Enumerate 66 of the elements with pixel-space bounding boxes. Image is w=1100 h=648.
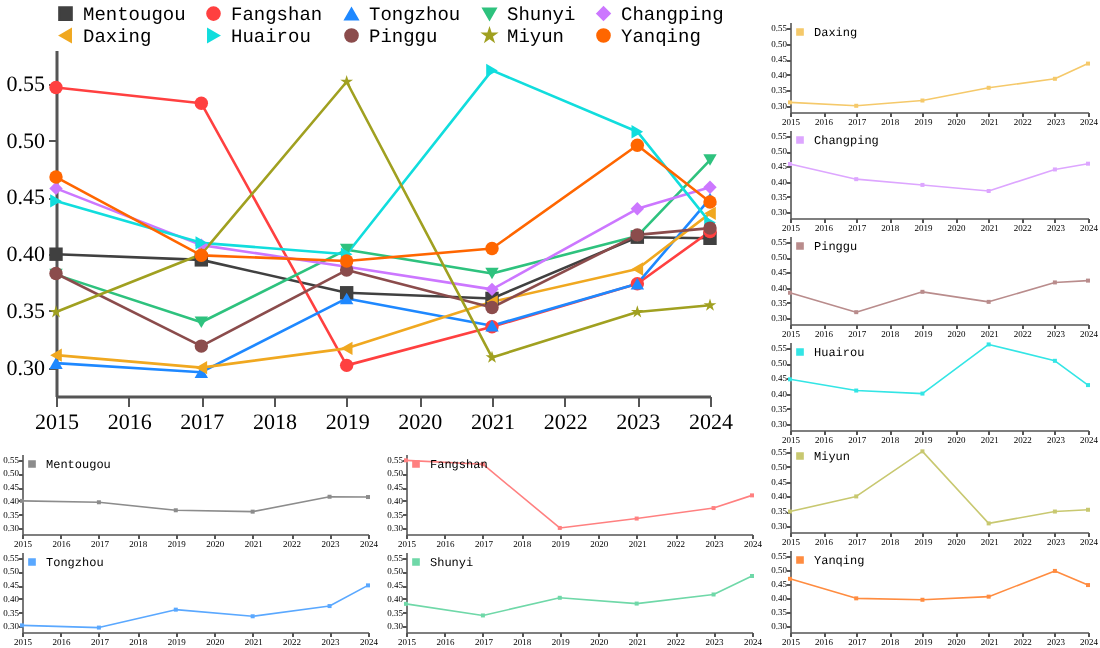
legend-label: Shunyi [507, 4, 577, 27]
point [49, 170, 63, 184]
legend-label: Changping [621, 3, 724, 26]
point [49, 305, 63, 318]
point [485, 300, 499, 315]
point [194, 96, 209, 111]
point [49, 247, 63, 261]
legend-label: Daxing [83, 25, 152, 48]
x-tick-label: 2023 [616, 411, 662, 435]
point [340, 341, 353, 356]
legend-label: Fangshan [231, 3, 323, 26]
y-tick-label: 0.35 [6, 299, 46, 324]
line-series [788, 278, 1090, 315]
point [195, 360, 208, 375]
y-tick-label: 0.40 [6, 243, 46, 268]
x-tick-label: 2021 [471, 411, 515, 435]
y-tick-label: 0.30 [6, 356, 46, 381]
point [49, 357, 63, 369]
point [339, 292, 354, 305]
point [50, 348, 62, 362]
x-tick-label: 2022 [543, 411, 588, 435]
point [704, 206, 716, 221]
x-tick-label: 2017 [180, 411, 226, 435]
point [339, 358, 354, 373]
x-tick-label: 2015 [35, 411, 80, 435]
y-tick-label: 0.45 [6, 186, 46, 211]
legend-label: Huairou [231, 25, 311, 48]
point [703, 154, 717, 166]
legend-label: Pinggu [369, 25, 438, 48]
point [631, 262, 644, 276]
legend-label: Miyun [507, 25, 565, 48]
x-tick-label: 2024 [689, 411, 734, 435]
y-tick-label: 0.55 [6, 73, 46, 98]
point [630, 202, 645, 216]
point [703, 180, 717, 194]
point [49, 181, 63, 196]
line-series [788, 449, 1090, 526]
point [485, 282, 499, 297]
point [49, 80, 63, 95]
line-series [404, 458, 754, 530]
y-tick-label: 0.50 [6, 129, 46, 154]
legend-label: Mentougou [83, 3, 186, 26]
line-series [788, 61, 1090, 108]
point [340, 75, 354, 88]
x-tick-label: 2016 [107, 411, 153, 435]
line-series [788, 568, 1090, 602]
point [630, 305, 644, 318]
legend-label: Tongzhou [369, 4, 461, 27]
point [486, 63, 498, 78]
point [631, 124, 644, 139]
line-series [404, 574, 754, 618]
x-tick-label: 2018 [253, 411, 298, 435]
x-tick-label: 2019 [325, 411, 371, 435]
point [50, 194, 62, 208]
point [485, 241, 499, 256]
point [339, 254, 354, 268]
line-series [20, 494, 370, 514]
point [703, 298, 717, 311]
point [194, 339, 209, 353]
x-tick-label: 2020 [398, 411, 444, 435]
point [630, 138, 645, 152]
line-series [788, 161, 1090, 193]
point [485, 267, 499, 280]
point [194, 316, 209, 329]
legend-label: Yanqing [621, 25, 701, 48]
line-series [788, 342, 1090, 396]
